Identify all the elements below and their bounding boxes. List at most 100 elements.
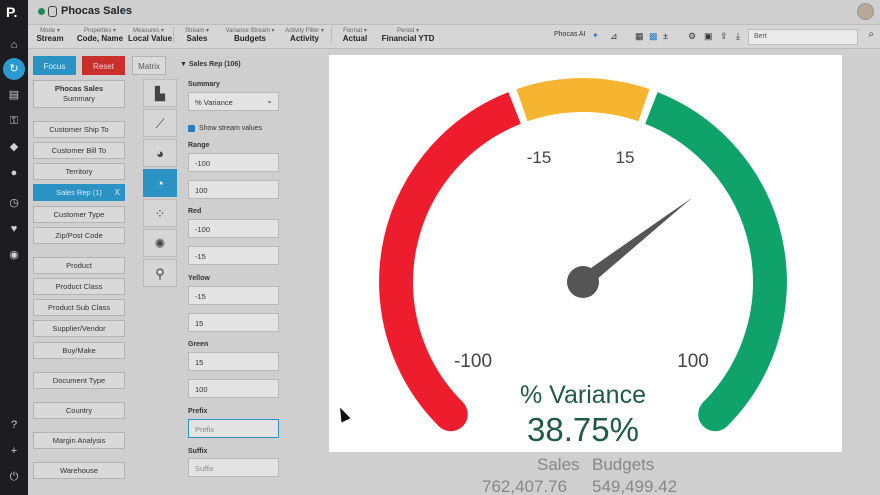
database-summary[interactable]: Phocas Sales Summary: [33, 80, 125, 108]
plus-icon[interactable]: +: [10, 445, 18, 457]
sidebar-item-sales-rep[interactable]: Sales Rep (1) X: [33, 184, 125, 201]
scatter-chart-icon[interactable]: ⁘: [143, 199, 177, 227]
stream-selector[interactable]: Stream ▾ Sales: [184, 28, 210, 43]
phocas-ai-button[interactable]: Phocas AI: [554, 31, 586, 38]
gauge-needle: [578, 197, 693, 288]
suffix-label: Suffix: [188, 448, 208, 455]
sidebar-item-country[interactable]: Country: [33, 402, 125, 419]
clear-format-icon[interactable]: ⊿: [610, 31, 618, 41]
filter-icon: ▼: [180, 61, 187, 68]
line-chart-icon[interactable]: ⟋: [143, 109, 177, 137]
sidebar-item-buy-make[interactable]: Buy/Make: [33, 342, 125, 359]
reset-button[interactable]: Reset: [82, 56, 125, 75]
sparkle-icon[interactable]: ✦: [592, 31, 599, 40]
gauge-high-label: 15: [616, 148, 635, 167]
database-title[interactable]: Phocas Sales: [61, 5, 132, 17]
help-icon[interactable]: ?: [10, 419, 18, 431]
sidebar-item-margin-analysis[interactable]: Margin Analysis: [33, 432, 125, 449]
show-stream-values-checkbox[interactable]: [188, 125, 195, 132]
gauge-hub: [567, 266, 599, 298]
gauge-min-label: -100: [454, 351, 492, 372]
sidebar-item-warehouse[interactable]: Warehouse: [33, 462, 125, 479]
show-stream-values-label: Show stream values: [199, 125, 263, 132]
green-label: Green: [188, 341, 209, 348]
sidebar-item-product-class[interactable]: Product Class: [33, 278, 125, 295]
gauge-chart: -100 -15 15 100 % Variance 38.75%: [379, 78, 787, 448]
range-max-input[interactable]: 100: [188, 180, 279, 199]
close-icon[interactable]: X: [114, 188, 120, 197]
history-icon[interactable]: ◷: [9, 197, 19, 209]
radar-chart-icon[interactable]: ✺: [143, 229, 177, 257]
gauge-band-cap-red: [433, 397, 468, 432]
search-icon[interactable]: ⌕: [868, 29, 874, 40]
variance-stream-selector[interactable]: Variance Stream ▾ Budgets: [225, 28, 275, 43]
focus-button[interactable]: Focus: [33, 56, 76, 75]
key-icon[interactable]: ⚿: [9, 115, 19, 127]
heart-icon[interactable]: ♥: [10, 223, 18, 235]
measures-selector[interactable]: Measures ▾ Local Value: [128, 27, 174, 43]
mode-selector[interactable]: Mode ▾ Stream: [36, 28, 64, 43]
range-min-input[interactable]: -100: [188, 153, 279, 172]
report-icon[interactable]: ▤: [8, 89, 20, 101]
green-min-input[interactable]: 15: [188, 352, 279, 371]
sidebar-item-customer-type[interactable]: Customer Type: [33, 206, 125, 223]
sidebar-item-customer-bill-to[interactable]: Customer Bill To: [33, 142, 125, 159]
sidebar-item-customer-ship-to[interactable]: Customer Ship To: [33, 121, 125, 138]
pie-chart-icon[interactable]: ◕: [143, 139, 177, 167]
sidebar-item-supplier-vendor[interactable]: Supplier/Vendor: [33, 320, 125, 337]
yellow-min-input[interactable]: -15: [188, 286, 279, 305]
sidebar-item-zip-post-code[interactable]: Zip/Post Code: [33, 227, 125, 244]
avatar[interactable]: [857, 3, 874, 20]
dashboard-icon[interactable]: ◉: [9, 249, 19, 261]
search-input[interactable]: Bert: [748, 29, 858, 45]
chevron-down-icon[interactable]: ⌄: [120, 4, 129, 15]
activity-filter-selector[interactable]: Activity Filter ▾ Activity: [282, 27, 332, 43]
summary-select[interactable]: % Variance ⌄: [188, 92, 279, 111]
sidebar-item-territory[interactable]: Territory: [33, 163, 125, 180]
home-icon[interactable]: ⌂: [10, 39, 18, 51]
yellow-max-input[interactable]: 15: [188, 313, 279, 332]
sidebar-item-product[interactable]: Product: [33, 257, 125, 274]
gauge-chart-icon[interactable]: ◔: [143, 169, 177, 197]
database-icon: [48, 6, 57, 17]
gauge-value: 38.75%: [527, 411, 639, 448]
gear-icon[interactable]: ⚙: [688, 31, 697, 41]
red-min-input[interactable]: -100: [188, 219, 279, 238]
tag-icon[interactable]: ◆: [9, 141, 19, 153]
prefix-input[interactable]: Prefix: [188, 419, 279, 438]
bar-chart-icon[interactable]: ▙: [143, 79, 177, 107]
suffix-input[interactable]: Suffix: [188, 458, 279, 477]
gauge-band-yellow: [516, 78, 650, 122]
sidebar-item-product-sub-class[interactable]: Product Sub Class: [33, 299, 125, 316]
properties-selector[interactable]: Properties ▾ Code, Name: [76, 28, 124, 43]
chevron-down-icon: ⌄: [266, 96, 273, 105]
chart-view-icon[interactable]: ▩: [649, 31, 658, 41]
app-logo[interactable]: P.: [6, 4, 18, 20]
format-selector[interactable]: Format ▾ Actual: [342, 28, 368, 43]
status-dot: [38, 8, 45, 15]
power-icon[interactable]: ⏻: [9, 471, 19, 483]
budgets-label: Budgets: [592, 455, 655, 474]
lock-icon[interactable]: ▣: [704, 31, 713, 41]
gauge-band-green: [645, 92, 787, 427]
download-icon[interactable]: ⤓: [736, 31, 740, 41]
user-icon[interactable]: ●: [10, 167, 18, 179]
table-icon[interactable]: ▦: [635, 31, 644, 41]
gauge-band-red: [379, 92, 521, 427]
add-row-icon[interactable]: ±: [663, 31, 668, 41]
red-max-input[interactable]: -15: [188, 246, 279, 265]
sidebar-item-document-type[interactable]: Document Type: [33, 372, 125, 389]
green-max-input[interactable]: 100: [188, 379, 279, 398]
period-selector[interactable]: Period ▾ Financial YTD: [381, 28, 435, 43]
budgets-value: 549,499.42: [592, 477, 678, 495]
red-label: Red: [188, 208, 202, 215]
sync-icon[interactable]: ↻: [3, 58, 25, 80]
dimension-toolbar: Mode ▾ Stream Properties ▾ Code, Name Me…: [28, 24, 880, 49]
matrix-button[interactable]: Matrix: [132, 56, 166, 75]
sales-value: 762,407.76: [482, 477, 568, 495]
map-pin-icon[interactable]: ⚲: [143, 259, 177, 287]
panel-header: ▼ Sales Rep (106): [180, 61, 241, 68]
gauge-title: % Variance: [520, 381, 646, 409]
left-rail: P. ⌂ ↻ ▤ ⚿ ◆ ● ◷ ♥ ◉ ? + ⏻: [0, 0, 28, 495]
share-icon[interactable]: ⇪: [720, 31, 728, 41]
